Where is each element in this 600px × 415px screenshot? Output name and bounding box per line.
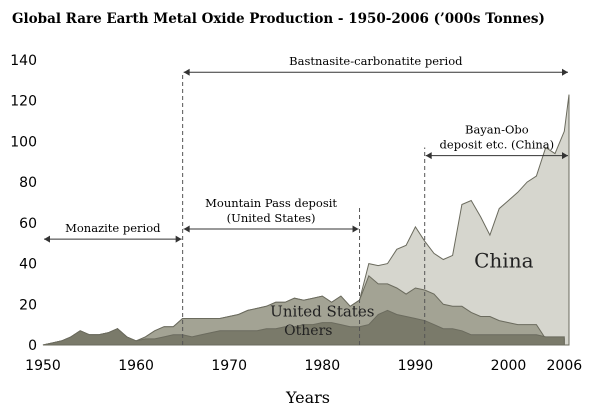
period-label: Monazite period <box>65 221 161 235</box>
arrow-head <box>562 152 568 160</box>
period-arrow: Monazite period <box>44 221 182 243</box>
x-tick-label: 2006 <box>547 358 583 374</box>
x-tick-label: 2000 <box>491 358 527 374</box>
arrow-head <box>183 225 190 233</box>
period-arrow: Mountain Pass deposit(United States) <box>183 196 359 233</box>
x-tick-label: 1950 <box>25 358 61 374</box>
y-tick-label: 120 <box>10 94 37 110</box>
area-series <box>42 94 570 346</box>
y-tick-label: 20 <box>19 297 37 313</box>
chart-title: Global Rare Earth Metal Oxide Production… <box>12 11 545 27</box>
region-label: United States <box>270 303 374 321</box>
region-label: China <box>474 249 533 273</box>
period-dividers <box>182 72 426 345</box>
period-label: Bastnasite-carbonatite period <box>289 54 463 68</box>
y-tick-label: 140 <box>10 53 37 69</box>
period-label: (United States) <box>227 211 316 225</box>
x-axis-label: Years <box>285 388 330 407</box>
arrow-head <box>175 235 182 243</box>
arrow-head <box>425 152 432 160</box>
arrow-head <box>352 225 359 233</box>
region-labels: China United States Others <box>270 249 533 339</box>
arrow-head <box>44 235 50 243</box>
x-tick-label: 1990 <box>398 358 434 374</box>
y-tick-label: 0 <box>28 338 37 354</box>
arrow-head <box>562 68 568 76</box>
arrow-head <box>183 68 190 76</box>
period-annotations: Monazite period Bastnasite-carbonatite pe… <box>44 54 568 243</box>
x-tick-label: 1970 <box>211 358 247 374</box>
x-axis: 1950 1960 1970 1980 1990 2000 2006 <box>25 358 582 374</box>
area-others <box>42 309 565 346</box>
y-tick-label: 100 <box>10 134 37 150</box>
y-tick-label: 80 <box>19 175 37 191</box>
period-label: Bayan-Obo <box>465 123 529 137</box>
y-axis: 0 20 40 60 80 100 120 140 <box>10 53 37 354</box>
period-label: deposit etc. (China) <box>440 138 555 152</box>
period-arrow: Bastnasite-carbonatite period <box>183 54 568 76</box>
y-tick-label: 40 <box>19 257 37 273</box>
period-label: Mountain Pass deposit <box>205 196 337 210</box>
x-tick-label: 1980 <box>304 358 340 374</box>
y-tick-label: 60 <box>19 216 37 232</box>
region-label: Others <box>284 323 332 339</box>
x-tick-label: 1960 <box>118 358 154 374</box>
